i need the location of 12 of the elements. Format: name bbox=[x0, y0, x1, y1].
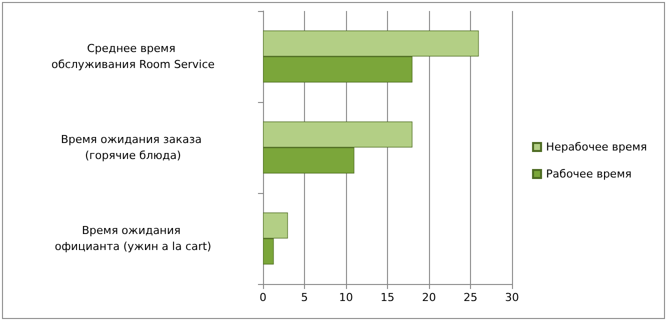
x-tick-label: 15 bbox=[380, 291, 394, 304]
legend-label: Нерабочее время bbox=[546, 140, 648, 154]
x-tick-label: 30 bbox=[505, 291, 519, 304]
x-tick-label: 20 bbox=[422, 291, 436, 304]
y-tick-label: Среднее время обслуживания Room Service bbox=[51, 42, 215, 71]
y-tick-label: Время ожидания заказа (горячие блюда) bbox=[60, 133, 206, 162]
x-tick-label: 0 bbox=[260, 291, 266, 304]
x-tick-label: 25 bbox=[464, 291, 478, 304]
y-tick-label: Время ожидания официанта (ужин a la cart) bbox=[54, 224, 212, 253]
x-tick-label: 5 bbox=[301, 291, 308, 304]
x-tick-label: 10 bbox=[339, 291, 353, 304]
legend-label: Рабочее время bbox=[546, 168, 632, 180]
